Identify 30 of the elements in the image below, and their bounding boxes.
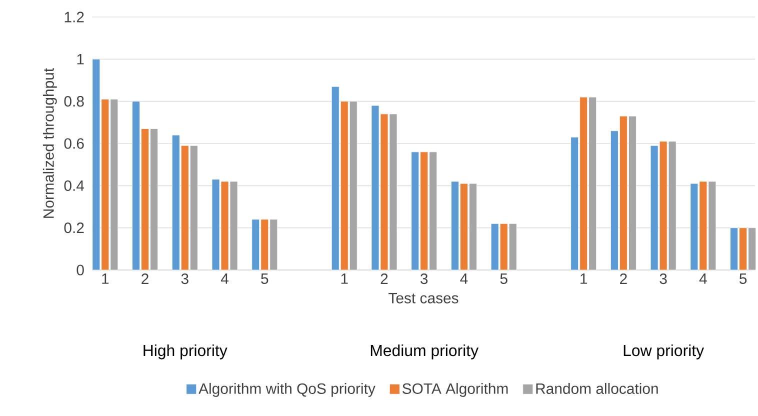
y-tick-label: 0.8	[64, 96, 84, 107]
x-tick-label: 3	[181, 274, 188, 284]
text: High priority	[144, 344, 228, 360]
x-tick-label: 5	[500, 274, 508, 284]
x-tick-label: 1	[102, 274, 109, 284]
x-tick-label: 2	[380, 274, 388, 284]
x-tick-label: 2	[142, 274, 148, 284]
y-tick-label: 0	[76, 264, 84, 276]
x-tick-label: 4	[460, 274, 468, 284]
x-tick-label: 4	[220, 274, 228, 284]
text: Low priority	[624, 344, 704, 360]
legend-label: SOTA Algorithm	[402, 382, 508, 397]
x-tick-label: 3	[660, 274, 667, 284]
x-tick-label: 2	[620, 274, 627, 284]
x-tick-label: 1	[580, 274, 587, 284]
y-tick-label: 0.6	[64, 138, 84, 149]
x-tick-label: 3	[420, 274, 428, 284]
y-axis-title: Normalized throughput	[42, 68, 57, 218]
text: Medium priority	[370, 344, 479, 360]
y-tick-label: 1	[77, 54, 84, 64]
x-tick-label: 5	[739, 274, 747, 284]
x-tick-label: 4	[699, 274, 707, 284]
legend-label: Algorithm with QoS priority	[198, 382, 376, 397]
x-tick-label: 5	[261, 274, 268, 284]
y-tick-label: 1.2	[64, 12, 84, 22]
x-axis-title: Test cases	[388, 292, 458, 304]
legend-label: Random allocation	[536, 382, 658, 394]
x-tick-label: 1	[341, 274, 348, 284]
y-tick-label: 0.2	[64, 222, 84, 234]
y-tick-label: 0.4	[64, 180, 84, 191]
